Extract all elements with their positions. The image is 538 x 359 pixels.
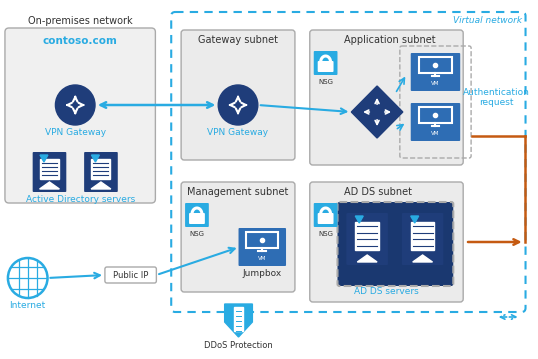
- Bar: [355, 222, 379, 250]
- Text: DDoS Protection: DDoS Protection: [204, 341, 273, 350]
- FancyBboxPatch shape: [310, 30, 463, 165]
- FancyBboxPatch shape: [84, 152, 118, 192]
- Bar: [410, 222, 435, 250]
- Text: AD DS subnet: AD DS subnet: [344, 187, 413, 197]
- Text: Public IP: Public IP: [113, 270, 148, 280]
- Polygon shape: [351, 86, 403, 138]
- Text: Management subnet: Management subnet: [187, 187, 289, 197]
- Text: NSG: NSG: [318, 79, 333, 85]
- Bar: [233, 307, 244, 331]
- Polygon shape: [40, 155, 48, 162]
- FancyBboxPatch shape: [337, 202, 454, 286]
- Text: VM: VM: [258, 256, 266, 261]
- FancyBboxPatch shape: [318, 61, 334, 72]
- Text: VPN Gateway: VPN Gateway: [208, 128, 268, 137]
- Circle shape: [55, 85, 95, 125]
- Text: VM: VM: [431, 131, 440, 136]
- FancyBboxPatch shape: [310, 182, 463, 302]
- Polygon shape: [357, 255, 377, 262]
- FancyBboxPatch shape: [410, 53, 460, 91]
- Bar: [40, 159, 59, 180]
- Text: Virtual network: Virtual network: [454, 16, 522, 25]
- FancyBboxPatch shape: [318, 213, 334, 224]
- Polygon shape: [355, 216, 363, 223]
- Text: Authentication
request: Authentication request: [463, 88, 530, 107]
- Polygon shape: [410, 216, 419, 223]
- Polygon shape: [225, 304, 252, 337]
- FancyBboxPatch shape: [105, 267, 157, 283]
- Text: Gateway subnet: Gateway subnet: [198, 35, 278, 45]
- Text: On-premises network: On-premises network: [28, 16, 132, 26]
- Text: Active Directory servers: Active Directory servers: [25, 195, 135, 204]
- Polygon shape: [413, 255, 433, 262]
- Text: VM: VM: [431, 81, 440, 86]
- Text: Jumpbox: Jumpbox: [243, 269, 282, 278]
- Text: NSG: NSG: [318, 231, 333, 237]
- Polygon shape: [91, 155, 100, 162]
- FancyBboxPatch shape: [189, 213, 205, 224]
- FancyBboxPatch shape: [185, 203, 209, 227]
- FancyBboxPatch shape: [33, 152, 66, 192]
- Circle shape: [218, 85, 258, 125]
- FancyBboxPatch shape: [238, 228, 286, 266]
- Polygon shape: [40, 182, 59, 189]
- Text: AD DS servers: AD DS servers: [354, 287, 419, 296]
- Text: Internet: Internet: [10, 301, 46, 310]
- Polygon shape: [91, 182, 111, 189]
- Bar: [91, 159, 110, 180]
- FancyBboxPatch shape: [314, 203, 337, 227]
- FancyBboxPatch shape: [5, 28, 155, 203]
- Text: contoso.com: contoso.com: [43, 36, 118, 46]
- FancyBboxPatch shape: [314, 51, 337, 75]
- Text: Application subnet: Application subnet: [344, 35, 436, 45]
- FancyBboxPatch shape: [402, 213, 443, 265]
- FancyBboxPatch shape: [181, 30, 295, 160]
- FancyBboxPatch shape: [410, 103, 460, 141]
- Text: NSG: NSG: [189, 231, 204, 237]
- Text: VPN Gateway: VPN Gateway: [45, 128, 106, 137]
- FancyBboxPatch shape: [181, 182, 295, 292]
- FancyBboxPatch shape: [346, 213, 388, 265]
